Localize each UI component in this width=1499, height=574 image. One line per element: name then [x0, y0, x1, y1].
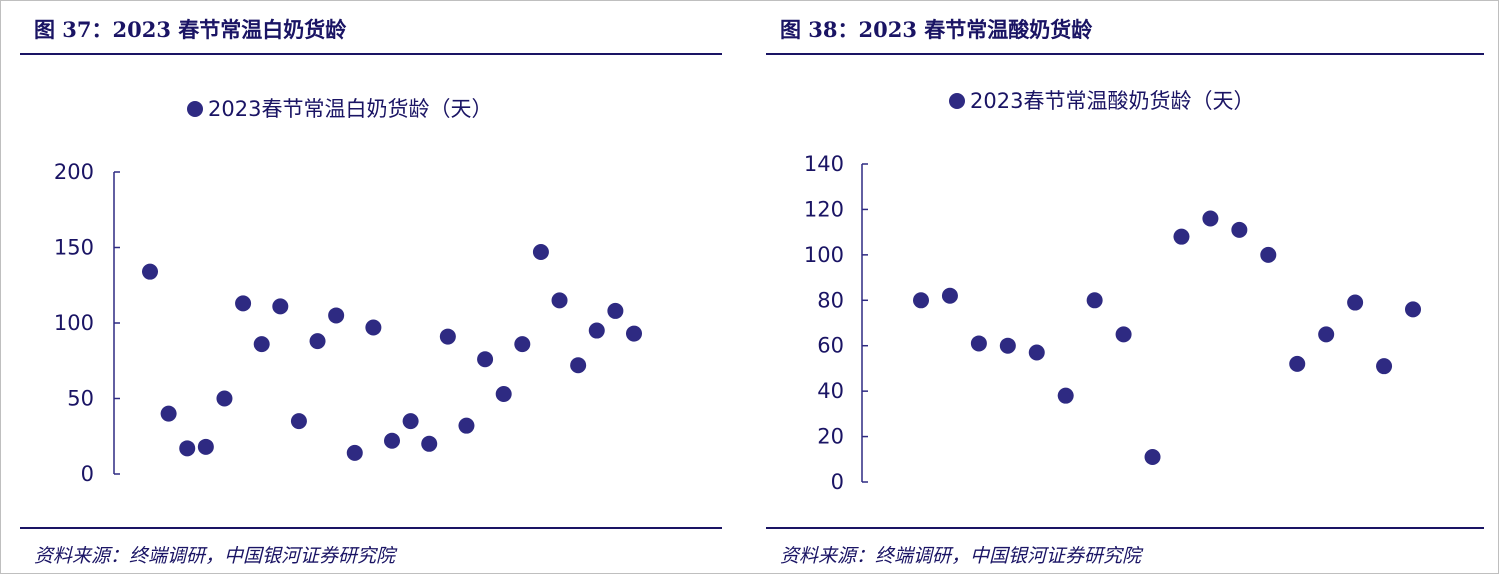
y-tick-label: 100: [54, 311, 94, 335]
data-point: [1202, 210, 1219, 227]
data-point: [941, 287, 958, 304]
y-tick-label: 120: [804, 197, 844, 221]
y-tick-label: 0: [81, 462, 94, 486]
data-point: [290, 413, 307, 430]
data-point: [1115, 326, 1132, 343]
data-point: [439, 328, 456, 345]
y-tick-label: 100: [804, 243, 844, 267]
data-point: [1347, 294, 1364, 311]
figure-37-chart: 2023春节常温白奶货龄（天） 200 150 100 50 0: [54, 97, 642, 486]
data-point: [551, 292, 568, 309]
legend-marker: [187, 101, 203, 117]
data-point: [1405, 301, 1421, 318]
data-point: [179, 440, 196, 457]
figure-38-top-rule: [766, 53, 1484, 55]
data-point: [365, 319, 382, 336]
figure-37-top-rule: [20, 53, 722, 55]
y-tick-label: 150: [54, 236, 94, 260]
data-point: [1289, 355, 1306, 372]
figure-38-title: 图 38：2023 春节常温酸奶货龄: [780, 17, 1093, 42]
data-point: [970, 335, 987, 352]
figure-38-source: 资料来源：终端调研，中国银河证券研究院: [780, 545, 1142, 567]
y-tick-label: 20: [817, 425, 844, 449]
data-point: [197, 438, 214, 455]
data-point: [1318, 326, 1335, 343]
data-point: [160, 405, 177, 422]
figure-37-bottom-rule: [20, 527, 722, 529]
data-point: [1173, 228, 1190, 245]
data-point: [495, 385, 512, 402]
data-point: [1231, 221, 1248, 238]
data-point: [588, 322, 605, 339]
y-tick-label: 0: [831, 470, 844, 494]
data-point: [570, 357, 587, 374]
figure-38-bottom-rule: [766, 527, 1484, 529]
data-point: [328, 307, 345, 324]
data-point: [272, 298, 289, 315]
figure-37-title: 图 37：2023 春节常温白奶货龄: [34, 17, 347, 42]
y-tick-label: 140: [804, 152, 844, 176]
data-point: [346, 444, 363, 461]
data-point: [999, 337, 1016, 354]
legend-marker: [949, 93, 965, 109]
y-tick-label: 80: [817, 288, 844, 312]
figure-37-source: 资料来源：终端调研，中国银河证券研究院: [34, 545, 396, 567]
data-point: [1057, 387, 1074, 404]
figure-37-panel: 图 37：2023 春节常温白奶货龄 2023春节常温白奶货龄（天） 200 150…: [20, 0, 722, 574]
data-point: [1260, 246, 1277, 263]
data-point: [532, 244, 549, 261]
data-point: [1376, 358, 1393, 375]
y-tick-label: 50: [67, 387, 94, 411]
y-tick-label: 60: [817, 334, 844, 358]
data-point: [1086, 292, 1103, 309]
data-point: [235, 295, 252, 312]
y-tick-label: 40: [817, 379, 844, 403]
data-point: [421, 435, 438, 452]
data-point: [607, 302, 624, 319]
data-point: [309, 333, 326, 350]
data-point: [384, 432, 400, 449]
data-point: [514, 336, 531, 353]
legend-label: 2023春节常温白奶货龄（天）: [208, 97, 492, 121]
data-point: [216, 390, 233, 407]
data-point: [458, 417, 475, 434]
data-point: [626, 325, 642, 342]
data-point: [142, 263, 158, 280]
data-point: [1028, 344, 1045, 361]
data-point: [402, 413, 419, 430]
data-point: [253, 336, 270, 353]
legend-label: 2023春节常温酸奶货龄（天）: [970, 89, 1254, 113]
figure-38-panel: 图 38：2023 春节常温酸奶货龄 2023春节常温酸奶货龄（天） 140 120…: [766, 0, 1484, 574]
data-point: [1144, 449, 1161, 466]
figure-38-chart: 2023春节常温酸奶货龄（天） 140 120 100 80 60 40 20 0: [804, 89, 1421, 494]
data-point: [477, 351, 494, 368]
data-point: [913, 292, 929, 309]
y-tick-label: 200: [54, 160, 94, 184]
